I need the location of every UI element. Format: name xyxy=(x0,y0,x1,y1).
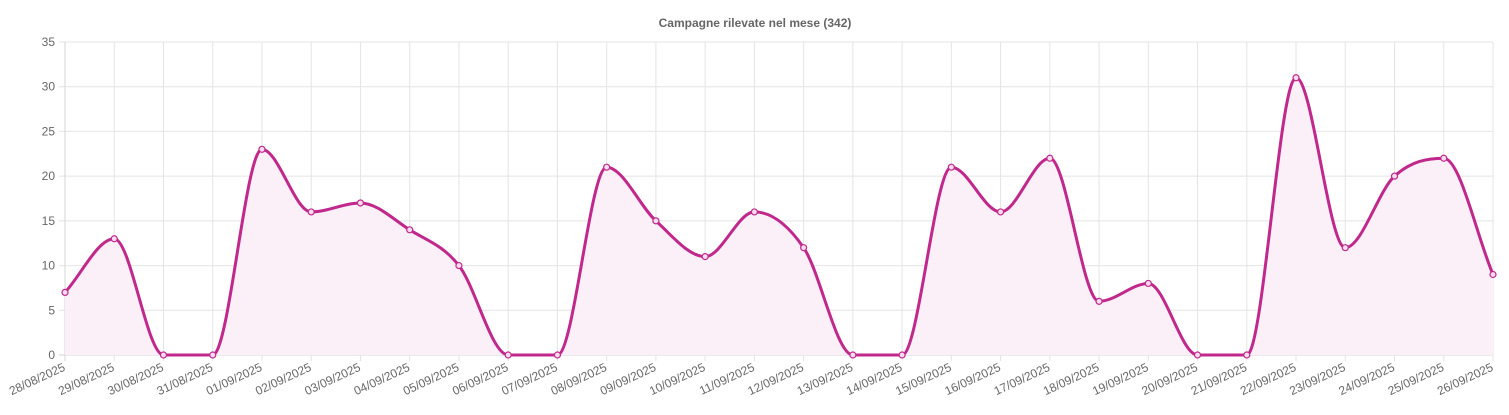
y-tick-label: 0 xyxy=(48,348,55,362)
data-point[interactable] xyxy=(553,351,562,359)
data-point[interactable] xyxy=(110,235,118,243)
data-point[interactable] xyxy=(504,351,512,359)
data-point[interactable] xyxy=(1144,279,1152,288)
y-axis-ticks: 0 5 10 15 20 25 30 35 xyxy=(42,35,56,362)
data-point[interactable] xyxy=(603,163,611,171)
y-tick-label: 10 xyxy=(42,259,56,273)
x-tick-label: 26/09/2025 xyxy=(1435,360,1496,398)
y-tick-label: 5 xyxy=(48,303,55,317)
data-point[interactable] xyxy=(1341,244,1349,252)
data-point[interactable] xyxy=(61,288,69,296)
data-point[interactable] xyxy=(652,217,660,225)
y-tick-label: 30 xyxy=(42,80,56,94)
data-point[interactable] xyxy=(258,145,266,153)
data-point[interactable] xyxy=(1489,270,1497,279)
data-point[interactable] xyxy=(406,226,414,234)
data-point[interactable] xyxy=(701,253,709,261)
data-point[interactable] xyxy=(209,351,217,359)
y-tick-label: 20 xyxy=(42,169,56,183)
data-point[interactable] xyxy=(1046,154,1054,162)
data-point[interactable] xyxy=(849,351,857,359)
y-tick-label: 15 xyxy=(42,214,56,228)
x-axis-ticks: 28/08/202529/08/202530/08/202531/08/2025… xyxy=(7,360,1496,398)
data-point[interactable] xyxy=(996,208,1005,216)
series-area-fill xyxy=(65,77,1493,356)
chart-title: Campagne rilevate nel mese (342) xyxy=(659,16,852,30)
data-point[interactable] xyxy=(1292,74,1300,82)
data-point[interactable] xyxy=(356,199,365,207)
data-points xyxy=(61,74,1497,359)
data-point[interactable] xyxy=(750,208,758,216)
x-tick-label: 10/09/2025 xyxy=(647,360,708,398)
data-point[interactable] xyxy=(1095,297,1103,305)
series-line xyxy=(63,76,1495,357)
data-point[interactable] xyxy=(1243,351,1251,359)
y-tick-label: 25 xyxy=(42,124,56,138)
data-point[interactable] xyxy=(898,351,906,359)
data-point[interactable] xyxy=(1390,172,1399,180)
y-tick-label: 35 xyxy=(42,35,56,49)
data-point[interactable] xyxy=(947,163,955,171)
data-point[interactable] xyxy=(307,208,315,216)
data-point[interactable] xyxy=(1440,154,1448,162)
data-point[interactable] xyxy=(159,351,168,359)
data-point[interactable] xyxy=(800,244,808,252)
data-point[interactable] xyxy=(1193,351,1202,359)
data-point[interactable] xyxy=(455,261,463,270)
